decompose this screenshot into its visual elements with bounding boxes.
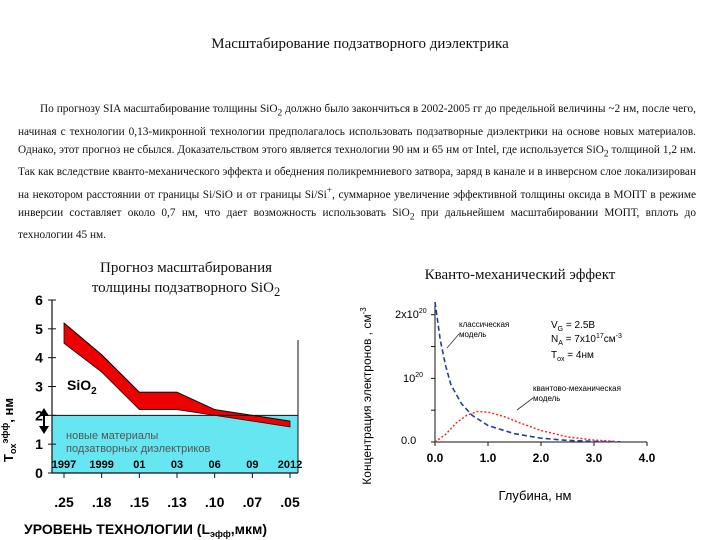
- right-x-tick-label: 2.0: [533, 451, 550, 465]
- sio2-region-label: SiO2: [67, 377, 97, 397]
- left-y-tick-label: 0: [35, 465, 43, 481]
- left-y-tick-labels: 0 1 2 3 4 5 6: [35, 292, 56, 481]
- param-na: NA = 7x1017см-3: [551, 333, 622, 347]
- quantum-model-curve: [434, 410, 616, 443]
- quantum-effect-chart: Концентрация электронов , см-3 0.0 1.0 2.0…: [359, 301, 656, 503]
- y-tick-1e20: 1020: [403, 372, 423, 385]
- left-tech-label: .25: [54, 494, 74, 510]
- body-paragraph: По прогнозу SIA масштабирование толщины …: [18, 103, 696, 242]
- right-x-tick-label: 3.0: [586, 451, 603, 465]
- left-y-tick-label: 5: [35, 321, 43, 337]
- left-tech-label: .18: [92, 494, 112, 510]
- param-tox: Tox = 4нм: [551, 350, 594, 363]
- quantum-pointer: [516, 397, 534, 411]
- left-year-label: 09: [246, 459, 258, 471]
- threshold-arrow-icon: [39, 408, 49, 434]
- page-title: Масштабирование подзатворного диэлектрик…: [211, 36, 509, 52]
- left-year-label: 01: [133, 459, 145, 471]
- left-y-tick-label: 4: [35, 350, 43, 366]
- new-materials-label-2: подзатворных диэлектриков: [66, 443, 210, 455]
- left-tech-labels: .25 .18 .15 .13 .10 .07 .05: [54, 473, 300, 510]
- classic-model-label-2: модель: [459, 330, 486, 339]
- left-year-label: 03: [171, 459, 183, 471]
- left-tech-label: .15: [130, 494, 150, 510]
- left-year-label: 06: [209, 459, 221, 471]
- right-x-tick-label: 4.0: [639, 451, 656, 465]
- right-y-axis-label: Концентрация электронов , см-3: [359, 307, 374, 485]
- param-vg: VG = 2.5В: [551, 320, 595, 333]
- right-x-axis-label: Глубина, нм: [499, 488, 572, 503]
- classic-model-curve: [434, 301, 621, 443]
- left-x-axis-label: УРОВЕНЬ ТЕХНОЛОГИИ (Lэфф,мкм): [24, 521, 267, 539]
- left-y-tick-label: 3: [35, 379, 43, 395]
- left-y-axis-label: Toxэфф, нм: [0, 398, 18, 462]
- left-tech-label: .13: [167, 494, 187, 510]
- left-tech-label: .07: [243, 494, 263, 510]
- left-figure-title: Прогноз масштабирования толщины подзатво…: [91, 260, 281, 299]
- left-y-tick-label: 2: [35, 407, 43, 423]
- quantum-model-label: квантово-механическая: [533, 384, 621, 393]
- new-materials-label: новые материалы: [66, 430, 158, 442]
- left-year-label: 1999: [89, 459, 113, 471]
- sio2-forecast-band: [63, 322, 291, 428]
- left-year-label: 1997: [52, 459, 76, 471]
- right-x-tick-label: 0.0: [427, 451, 444, 465]
- y-tick-2e20: 2x1020: [395, 308, 427, 321]
- left-year-labels: 1997 1999 01 03 06 09 2012: [52, 459, 302, 471]
- left-tech-label: .05: [280, 494, 300, 510]
- new-materials-region: [52, 415, 298, 473]
- quantum-model-label-2: модель: [533, 394, 560, 403]
- right-x-tick-labels: 0.0 1.0 2.0 3.0 4.0: [427, 442, 656, 465]
- left-tech-label: .10: [205, 494, 225, 510]
- left-year-label: 2012: [278, 459, 302, 471]
- left-y-tick-label: 6: [35, 292, 43, 308]
- classic-model-label: классическая: [459, 320, 509, 329]
- right-figure-title: Кванто-механический эффект: [424, 267, 616, 283]
- left-y-tick-label: 1: [35, 436, 43, 452]
- y-tick-0: 0.0: [401, 435, 416, 447]
- right-x-tick-label: 1.0: [480, 451, 497, 465]
- classic-pointer: [446, 333, 460, 349]
